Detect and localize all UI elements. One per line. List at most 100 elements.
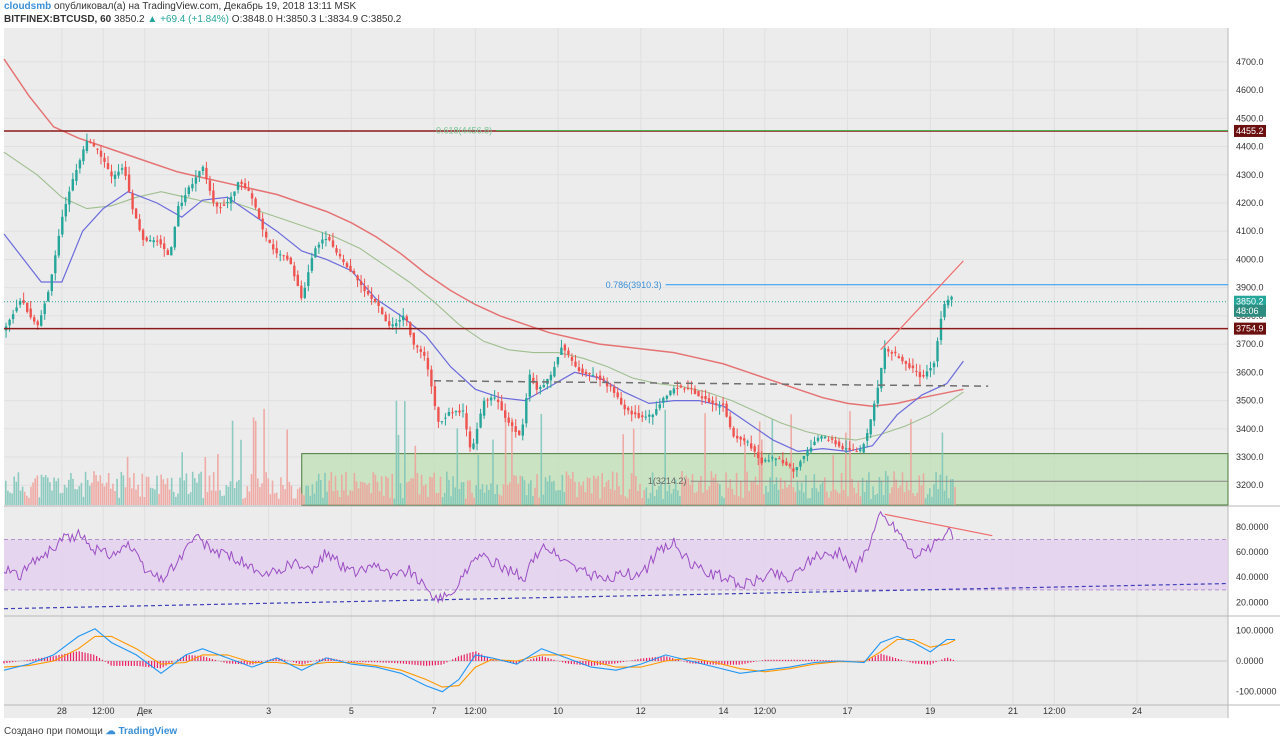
candle-body[interactable] [507,417,510,423]
candle-body[interactable] [324,239,328,240]
candle-body[interactable] [359,281,363,285]
candle-body[interactable] [229,196,233,204]
candle-body[interactable] [272,244,275,250]
candle-body[interactable] [679,385,683,388]
candle-body[interactable] [395,323,398,326]
candle-body[interactable] [514,426,517,432]
candle-body[interactable] [887,349,890,352]
candle-body[interactable] [771,457,774,459]
candle-body[interactable] [943,304,946,318]
candle-body[interactable] [465,413,468,430]
candle-body[interactable] [124,166,127,176]
candle-body[interactable] [310,258,314,271]
candle-body[interactable] [451,412,454,414]
candle-body[interactable] [82,149,85,162]
candle-body[interactable] [331,240,335,247]
candle-body[interactable] [170,247,173,256]
candle-body[interactable] [500,401,503,411]
candle-body[interactable] [366,291,370,295]
candle-body[interactable] [549,374,553,381]
candle-body[interactable] [363,285,366,292]
candle-body[interactable] [156,240,159,242]
candle-body[interactable] [595,376,598,378]
candle-body[interactable] [352,271,356,274]
candle-body[interactable] [479,413,482,428]
candle-body[interactable] [820,436,823,439]
candle-body[interactable] [918,371,922,378]
tradingview-logo-icon[interactable]: ☁ TradingView [105,726,178,737]
candle-body[interactable] [275,248,278,254]
candle-body[interactable] [152,240,155,243]
candle-body[interactable] [233,191,236,196]
candle-body[interactable] [247,188,250,191]
candle-body[interactable] [936,341,939,362]
candle-body[interactable] [553,367,556,377]
candle-body[interactable] [669,390,672,396]
candle-body[interactable] [637,413,640,418]
candle-body[interactable] [753,446,756,452]
candle-body[interactable] [496,399,500,403]
candle-body[interactable] [760,457,763,464]
candle-body[interactable] [539,387,542,389]
candle-body[interactable] [711,400,714,404]
candle-body[interactable] [388,321,391,326]
candle-body[interactable] [929,368,932,371]
candle-body[interactable] [57,235,60,256]
candle-body[interactable] [866,433,869,441]
candle-body[interactable] [26,302,29,312]
candle-body[interactable] [29,308,32,318]
candle-body[interactable] [862,444,865,453]
candle-body[interactable] [201,166,205,171]
candle-body[interactable] [15,307,18,312]
candle-body[interactable] [134,208,138,219]
candle-body[interactable] [8,319,11,326]
candle-body[interactable] [208,180,212,191]
candle-body[interactable] [68,191,71,205]
candle-body[interactable] [939,318,943,341]
candle-body[interactable] [641,415,644,418]
candle-body[interactable] [342,259,345,263]
candle-body[interactable] [345,263,349,268]
candle-body[interactable] [349,265,352,272]
candle-body[interactable] [718,406,721,408]
candle-body[interactable] [598,375,602,380]
candle-body[interactable] [932,363,936,368]
candle-body[interactable] [85,141,89,151]
rsi-line[interactable] [3,510,954,604]
candle-body[interactable] [901,356,904,362]
candle-body[interactable] [739,436,742,440]
candle-body[interactable] [47,292,50,302]
candle-body[interactable] [504,410,507,418]
candle-body[interactable] [289,257,292,265]
candle-body[interactable] [138,219,141,231]
candle-body[interactable] [802,456,806,460]
candle-body[interactable] [841,445,844,450]
candle-body[interactable] [609,385,612,387]
candle-body[interactable] [286,255,289,260]
candle-body[interactable] [525,398,528,424]
candle-body[interactable] [61,216,64,235]
candle-body[interactable] [177,205,180,227]
candle-body[interactable] [412,332,415,345]
candle-body[interactable] [405,316,408,321]
candle-body[interactable] [328,236,331,241]
candle-body[interactable] [612,387,616,393]
candle-body[interactable] [602,378,605,381]
candle-body[interactable] [852,449,855,451]
candle-body[interactable] [106,163,110,170]
macd-panel[interactable] [3,628,1228,693]
candle-body[interactable] [556,357,560,365]
candle-body[interactable] [99,150,103,157]
candle-body[interactable] [440,421,444,423]
candle-body[interactable] [563,344,567,351]
candle-body[interactable] [757,452,760,459]
candle-body[interactable] [627,407,630,411]
candle-body[interactable] [799,461,802,467]
candle-body[interactable] [686,388,690,389]
candle-body[interactable] [704,396,707,400]
candle-body[interactable] [75,170,78,181]
candle-body[interactable] [616,392,619,398]
candle-body[interactable] [630,410,633,415]
candle-body[interactable] [236,182,240,190]
candle-body[interactable] [911,365,915,369]
